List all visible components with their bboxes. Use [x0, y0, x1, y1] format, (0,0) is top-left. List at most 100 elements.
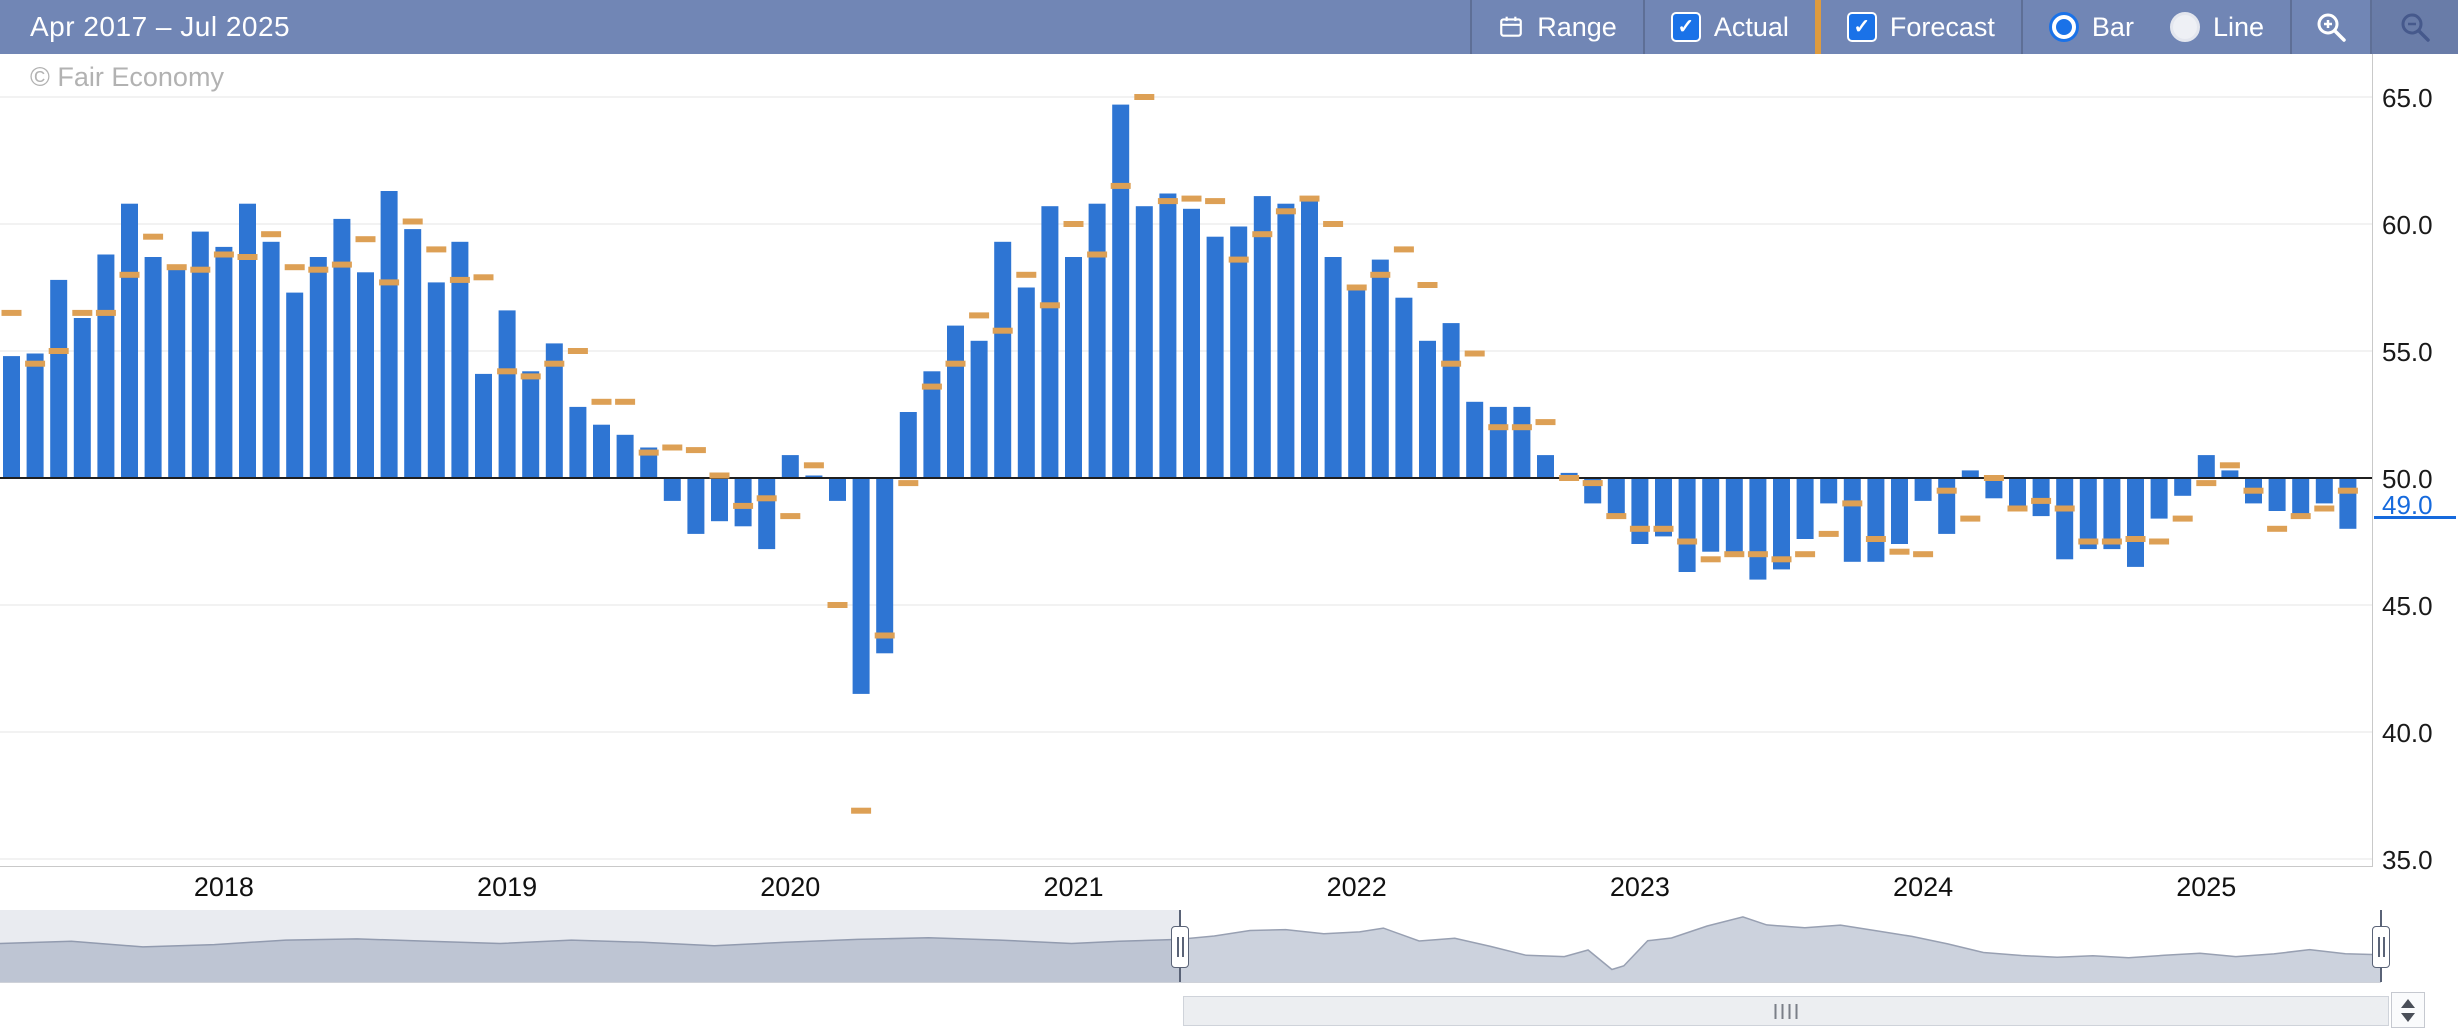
actual-bar [852, 478, 870, 694]
x-axis-year-label: 2018 [193, 872, 254, 902]
horizontal-scrollbar[interactable] [1183, 996, 2389, 1026]
forecast-tick [615, 398, 636, 405]
navigator-left-handle[interactable] [1171, 910, 1189, 982]
actual-bar [2221, 470, 2239, 478]
forecast-tick [2007, 505, 2028, 512]
forecast-tick [2031, 497, 2052, 504]
actual-checkbox[interactable] [1670, 12, 1701, 42]
zoom-in-button[interactable] [2292, 0, 2370, 54]
toolbar-separator [2020, 0, 2023, 54]
actual-bar [380, 191, 398, 478]
forecast-checkbox[interactable] [1846, 12, 1877, 42]
forecast-tick [1087, 251, 1108, 258]
actual-bar [923, 371, 941, 478]
toolbar-separator [2370, 0, 2372, 54]
handle-grip[interactable] [2372, 926, 2390, 968]
actual-bar [1112, 104, 1130, 478]
actual-bar [1442, 323, 1460, 478]
actual-bar [1041, 206, 1059, 478]
line-radio[interactable] [2169, 12, 2200, 42]
actual-bar [1773, 478, 1790, 570]
chart-plot-area[interactable] [0, 54, 2372, 866]
forecast-tick [1, 309, 22, 316]
actual-bar [2150, 478, 2168, 519]
actual-bar [1277, 203, 1295, 478]
scroll-down-icon[interactable] [2401, 1012, 2415, 1022]
actual-bar [1348, 285, 1366, 478]
actual-bar [215, 246, 233, 478]
forecast-tick [2243, 487, 2264, 494]
bar-label: Bar [2091, 11, 2134, 42]
forecast-tick [2078, 538, 2099, 545]
forecast-tick [379, 279, 400, 286]
y-axis-tick-label: 55.0 [2382, 337, 2433, 367]
zoom-out-button[interactable] [2372, 0, 2458, 54]
actual-bar [1419, 340, 1436, 478]
scroll-arrows[interactable] [2391, 992, 2425, 1028]
handle-grip[interactable] [1171, 926, 1189, 968]
forecast-tick [1016, 271, 1037, 278]
forecast-tick [2267, 525, 2288, 532]
actual-bar [121, 203, 138, 478]
forecast-tick [1252, 231, 1273, 238]
y-axis-tick-label: 45.0 [2382, 591, 2433, 621]
actual-bar [168, 269, 186, 478]
calendar-icon [1500, 16, 1523, 37]
range-button[interactable]: Range [1472, 0, 1643, 54]
navigator[interactable] [0, 910, 2381, 983]
actual-bar [2268, 478, 2286, 511]
x-axis-line [0, 866, 2372, 867]
forecast-tick [1464, 350, 1485, 357]
actual-bar [3, 356, 20, 478]
actual-bar [1301, 196, 1318, 478]
y-axis-tick-label: 50.0 [2382, 464, 2433, 494]
bar-radio[interactable] [2048, 12, 2079, 42]
toolbar: Apr 2017 – Jul 2025 Range Actual Forecas… [0, 0, 2458, 54]
forecast-tick [1865, 536, 1886, 542]
actual-bar [239, 203, 256, 478]
actual-bar [947, 325, 964, 478]
x-axis-year-label: 2024 [1893, 872, 1954, 902]
forecast-tick [662, 444, 683, 451]
actual-bar [1631, 478, 1649, 544]
forecast-tick [992, 327, 1013, 334]
forecast-toggle[interactable]: Forecast [1821, 0, 2021, 54]
actual-bar [2056, 478, 2074, 560]
forecast-tick [1582, 480, 1603, 487]
forecast-tick [1747, 551, 1768, 558]
forecast-tick [2101, 538, 2122, 545]
actual-bar [616, 434, 634, 478]
actual-bar [687, 478, 705, 534]
forecast-tick [1039, 302, 1060, 309]
actual-bar [262, 241, 280, 478]
forecast-tick [1393, 246, 1414, 253]
actual-toggle[interactable]: Actual [1645, 0, 1815, 54]
forecast-tick [1441, 360, 1462, 367]
actual-bar [593, 424, 610, 478]
y-axis-tick-label: 60.0 [2382, 210, 2433, 240]
forecast-tick [1913, 551, 1934, 558]
forecast-tick [1134, 94, 1155, 100]
forecast-tick [591, 398, 612, 405]
navigator-right-handle[interactable] [2372, 910, 2390, 982]
actual-bar [1867, 478, 1885, 562]
x-axis-year-label: 2022 [1326, 872, 1387, 902]
forecast-tick [143, 233, 164, 240]
actual-bar [545, 343, 563, 478]
forecast-tick [213, 251, 234, 258]
forecast-tick [166, 264, 187, 271]
forecast-tick [331, 261, 352, 268]
forecast-tick [1228, 256, 1249, 263]
forecast-tick [284, 264, 305, 271]
actual-bar [1537, 455, 1554, 478]
navigator-mini-chart[interactable] [0, 910, 2381, 982]
orange-separator [1814, 0, 1821, 54]
forecast-tick [1205, 198, 1226, 205]
scrollbar-grip[interactable] [1774, 1004, 1798, 1019]
navigator-unselected-mask[interactable] [0, 910, 1180, 982]
scroll-up-icon[interactable] [2401, 998, 2415, 1008]
forecast-tick [827, 602, 848, 608]
actual-bar [333, 218, 351, 478]
forecast-tick [355, 236, 376, 243]
forecast-tick [1275, 208, 1296, 215]
